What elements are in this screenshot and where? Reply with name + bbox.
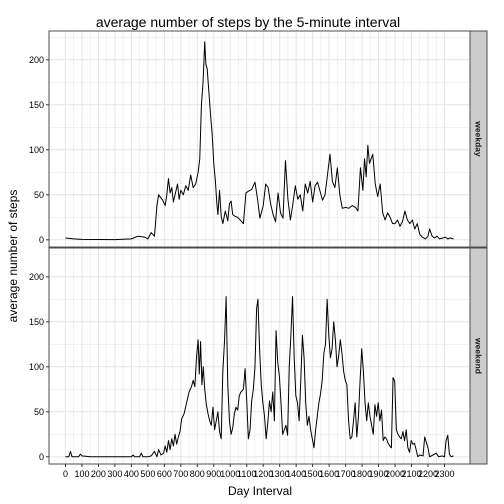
x-tick-label: 1500 <box>303 469 323 479</box>
x-tick-label: 800 <box>190 469 205 479</box>
y-tick-label: 150 <box>29 317 44 327</box>
x-tick-label: 1300 <box>270 469 290 479</box>
chart-title: average number of steps by the 5-minute … <box>96 14 400 30</box>
panel-weekend: weekend 0 50 100 150 200 <box>29 247 488 465</box>
x-tick-label: 1600 <box>319 469 339 479</box>
x-tick-label: 600 <box>157 469 172 479</box>
x-axis-label: Day Interval <box>228 484 292 498</box>
x-tick-label: 1900 <box>369 469 389 479</box>
x-tick-label: 400 <box>124 469 139 479</box>
x-tick-label: 1000 <box>220 469 240 479</box>
series-line-weekday <box>65 41 454 241</box>
x-tick-label: 2300 <box>434 469 454 479</box>
y-tick-label: 50 <box>34 190 44 200</box>
x-tick-label: 0 <box>63 469 68 479</box>
y-tick-label: 0 <box>39 452 44 462</box>
x-tick-label: 1700 <box>336 469 356 479</box>
x-tick-label: 2100 <box>401 469 421 479</box>
x-tick-label: 900 <box>206 469 221 479</box>
y-tick-label: 100 <box>29 145 44 155</box>
x-tick-label: 1200 <box>253 469 273 479</box>
x-tick-label: 2000 <box>385 469 405 479</box>
y-axis-label: average number of steps <box>6 190 20 323</box>
x-tick-label: 1800 <box>352 469 372 479</box>
x-tick-label: 1400 <box>286 469 306 479</box>
y-tick-label: 200 <box>29 272 44 282</box>
y-tick-label: 0 <box>39 235 44 245</box>
panel-weekday: weekday 0 50 100 150 200 <box>29 30 488 248</box>
x-tick-label: 2200 <box>418 469 438 479</box>
x-tick-label: 1100 <box>237 469 256 479</box>
series-line-weekend <box>65 296 454 458</box>
facet-strip-label: weekday <box>474 120 484 157</box>
y-tick-label: 50 <box>34 407 44 417</box>
y-tick-label: 200 <box>29 55 44 65</box>
x-tick-label: 700 <box>173 469 188 479</box>
y-tick-label: 100 <box>29 362 44 372</box>
x-tick-label: 100 <box>74 469 89 479</box>
x-tick-label: 500 <box>140 469 155 479</box>
x-tick-label: 300 <box>107 469 122 479</box>
x-tick-label: 200 <box>91 469 106 479</box>
facet-strip <box>469 247 488 465</box>
y-tick-label: 150 <box>29 100 44 110</box>
facet-strip-label: weekend <box>474 337 484 374</box>
facet-strip <box>469 30 488 248</box>
